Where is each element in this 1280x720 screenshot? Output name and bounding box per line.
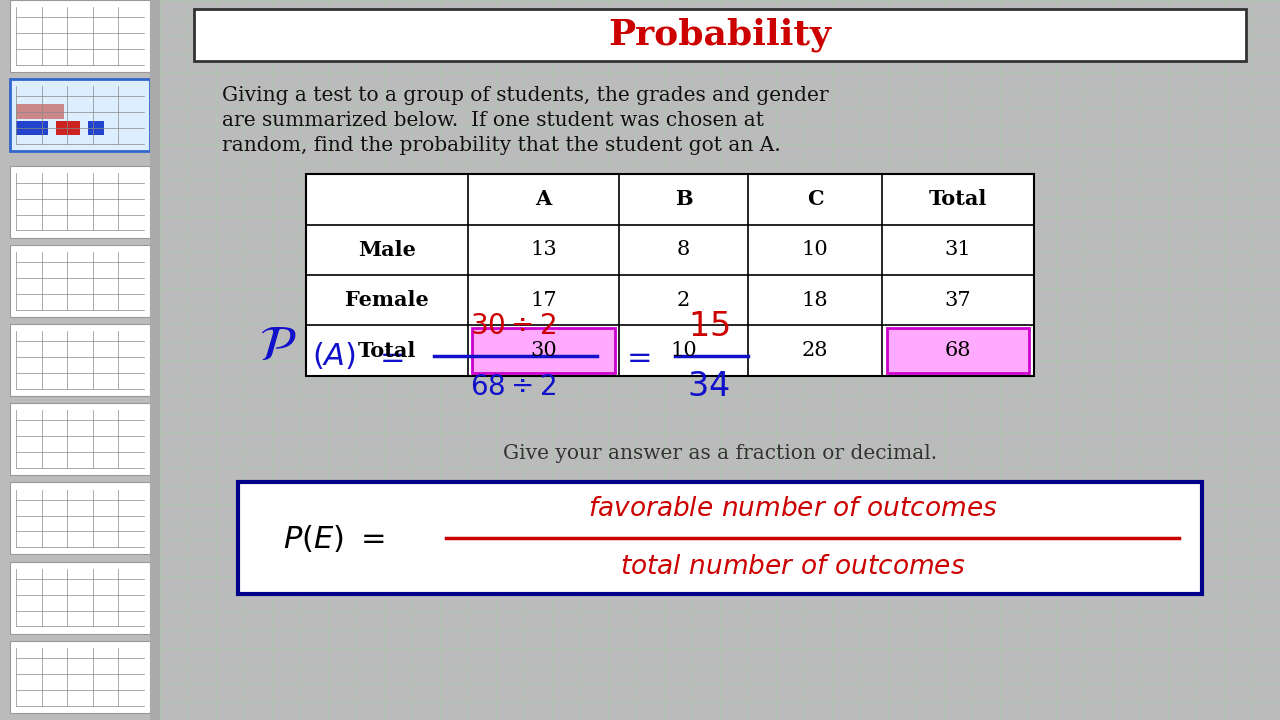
Text: 2: 2 [677,291,690,310]
Bar [10,482,151,554]
Bar [193,9,1247,61]
Text: 18: 18 [801,291,828,310]
Bar [151,0,160,720]
Text: Total: Total [357,341,416,361]
Text: Probability: Probability [608,17,832,52]
Bar [10,0,151,72]
Text: 10: 10 [671,341,698,360]
Text: Give your answer as a fraction or decimal.: Give your answer as a fraction or decima… [503,444,937,463]
Text: $34$: $34$ [687,370,730,403]
Bar [10,641,151,713]
Text: 31: 31 [945,240,972,259]
Bar [10,562,151,634]
Text: 30: 30 [530,341,557,360]
Bar [10,166,151,238]
Bar [88,121,104,135]
Text: Giving a test to a group of students, the grades and gender: Giving a test to a group of students, th… [221,86,828,104]
Bar [10,324,151,396]
Bar [238,482,1202,594]
Bar [306,174,1034,376]
Bar [472,328,614,373]
Bar [10,403,151,475]
Text: 68: 68 [945,341,972,360]
Text: 17: 17 [530,291,557,310]
Text: $15$: $15$ [687,310,730,343]
Text: $(A)$: $(A)$ [311,341,356,372]
Bar [56,121,79,135]
Text: Total: Total [929,189,987,210]
Bar [15,104,64,119]
Text: random, find the probability that the student got an A.: random, find the probability that the st… [221,136,781,155]
Text: Female: Female [344,290,429,310]
Text: 10: 10 [801,240,828,259]
Text: $\mathit{total\ number\ of\ outcomes}$: $\mathit{total\ number\ of\ outcomes}$ [620,554,965,580]
Text: $\mathit{favorable\ number\ of\ outcomes}$: $\mathit{favorable\ number\ of\ outcomes… [588,496,997,523]
Text: $=$: $=$ [621,342,652,371]
Bar [15,121,49,135]
Text: $68 \div 2$: $68 \div 2$ [470,373,556,400]
Text: 13: 13 [530,240,557,259]
Bar [10,245,151,317]
Text: B: B [675,189,692,210]
Text: are summarized below.  If one student was chosen at: are summarized below. If one student was… [221,111,764,130]
Text: $\mathcal{P}$: $\mathcal{P}$ [259,322,296,369]
Text: 8: 8 [677,240,690,259]
Text: A: A [535,189,552,210]
Text: 37: 37 [945,291,972,310]
Text: $P(E)\ =$: $P(E)\ =$ [283,523,384,554]
Text: $30 \div 2$: $30 \div 2$ [470,312,556,340]
Bar [887,328,1029,373]
Text: Male: Male [358,240,416,260]
Text: 28: 28 [803,341,828,360]
Text: C: C [806,189,823,210]
Bar [10,79,151,151]
Text: $=$: $=$ [375,342,404,371]
